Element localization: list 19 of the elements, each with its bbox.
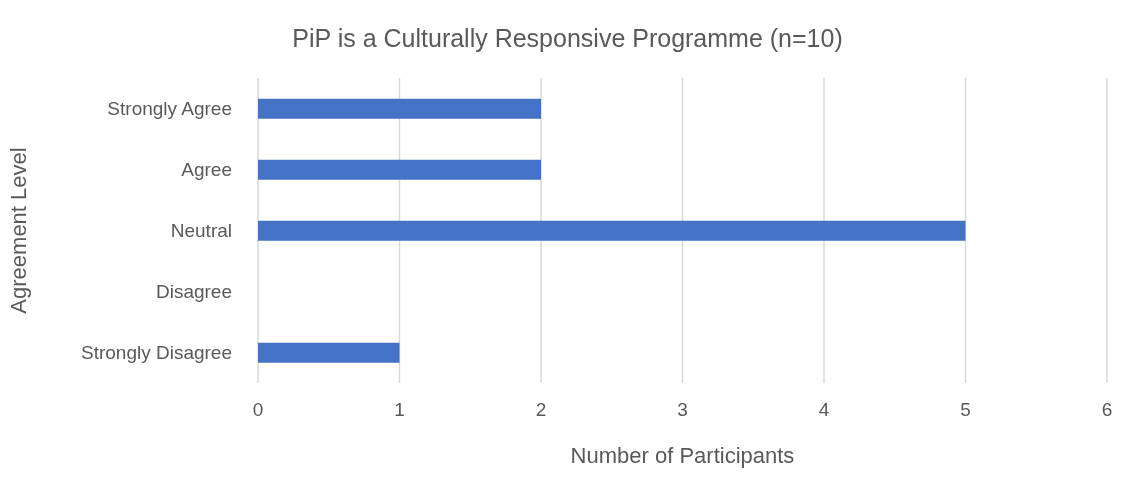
- x-tick-label: 5: [960, 399, 971, 421]
- x-tick-label: 1: [394, 399, 405, 421]
- x-tick-label: 3: [677, 399, 688, 421]
- y-axis-title: Agreement Level: [5, 147, 31, 314]
- bar: [258, 159, 541, 180]
- x-tick-label: 0: [252, 399, 264, 421]
- y-tick-label: Disagree: [155, 281, 232, 303]
- y-tick-label: Neutral: [170, 220, 232, 242]
- chart-title: PiP is a Culturally Responsive Programme (n=10): [291, 23, 844, 54]
- y-tick-label: Strongly Agree: [107, 98, 232, 120]
- y-tick-label: Agree: [181, 159, 232, 181]
- x-tick-label: 2: [535, 399, 547, 421]
- x-tick-label: 6: [1101, 399, 1113, 421]
- bar: [258, 98, 541, 119]
- y-tick-label: Strongly Disagree: [80, 342, 232, 364]
- bar: [258, 220, 966, 241]
- x-tick-label: 4: [818, 399, 830, 421]
- bar: [258, 342, 400, 363]
- x-axis-title: Number of Participants: [570, 443, 795, 468]
